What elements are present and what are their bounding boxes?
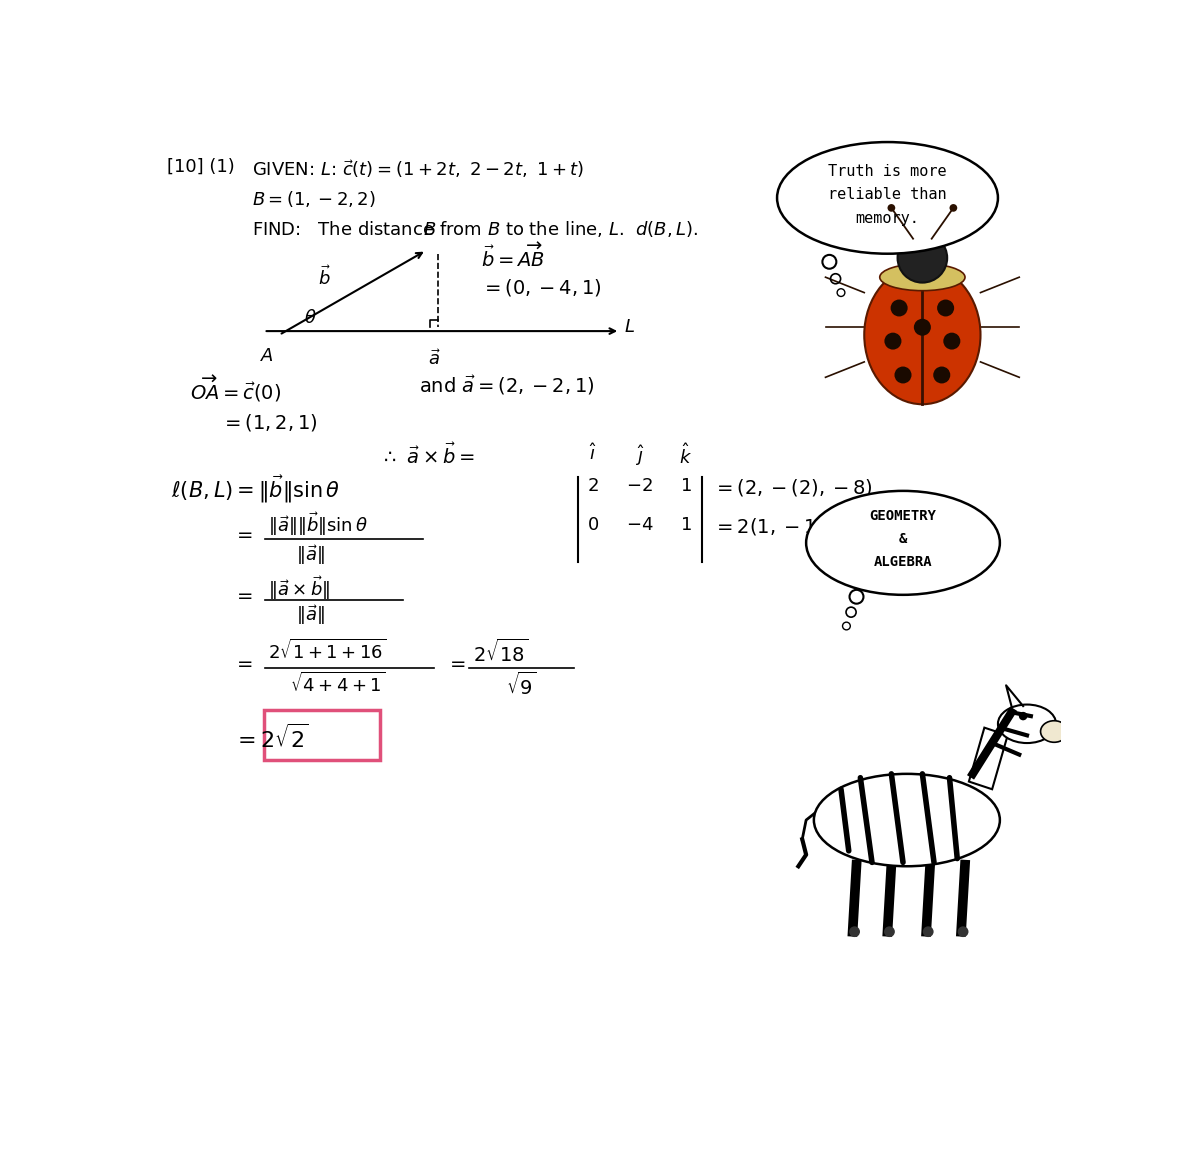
Text: $\sqrt{9}$: $\sqrt{9}$ xyxy=(506,671,536,699)
Text: $\|\vec{a}\|$: $\|\vec{a}\|$ xyxy=(296,603,324,627)
Circle shape xyxy=(923,926,934,937)
Text: $A$: $A$ xyxy=(259,346,274,365)
Text: $\therefore\ \vec{a} \times \vec{b} =$: $\therefore\ \vec{a} \times \vec{b} =$ xyxy=(380,442,475,468)
Polygon shape xyxy=(969,728,1008,789)
Ellipse shape xyxy=(1041,721,1068,743)
Text: $=$: $=$ xyxy=(232,586,252,604)
Text: GEOMETRY
&
ALGEBRA: GEOMETRY & ALGEBRA xyxy=(869,509,936,568)
Ellipse shape xyxy=(806,491,1000,595)
Text: GIVEN: $L$: $\vec{c}(t) = (1 + 2t,\ 2 - 2t,\ 1 + t)$: GIVEN: $L$: $\vec{c}(t) = (1 + 2t,\ 2 - … xyxy=(252,158,585,180)
Text: $= (2, -(2), -8)$: $= (2, -(2), -8)$ xyxy=(713,477,872,499)
Circle shape xyxy=(934,366,950,383)
Circle shape xyxy=(890,299,908,316)
Text: $= (0, -4, 1)$: $= (0, -4, 1)$ xyxy=(481,277,601,298)
Text: $\hat{\imath}$: $\hat{\imath}$ xyxy=(590,442,597,463)
Ellipse shape xyxy=(997,705,1056,743)
Circle shape xyxy=(1019,711,1027,721)
Text: [10] (1): [10] (1) xyxy=(166,158,235,176)
Ellipse shape xyxy=(880,263,964,291)
Text: $\|\vec{a} \times \vec{b}\|$: $\|\vec{a} \times \vec{b}\|$ xyxy=(268,574,330,602)
Text: $\|\vec{a}\|$: $\|\vec{a}\|$ xyxy=(296,543,324,567)
Text: $B$: $B$ xyxy=(422,221,436,239)
Text: $= (1, 2, 1)$: $= (1, 2, 1)$ xyxy=(220,412,317,433)
Ellipse shape xyxy=(777,142,997,254)
Text: FIND:   The distance from $B$ to the line, $L$.  $d(B, L)$.: FIND: The distance from $B$ to the line,… xyxy=(252,219,698,239)
Text: $=$: $=$ xyxy=(232,653,252,672)
Text: $L$: $L$ xyxy=(624,319,635,336)
Circle shape xyxy=(914,319,931,336)
Text: $=$: $=$ xyxy=(232,523,252,543)
Text: and $\vec{a} = (2, -2, 1)$: and $\vec{a} = (2, -2, 1)$ xyxy=(419,373,594,396)
Text: $2\sqrt{18}$: $2\sqrt{18}$ xyxy=(473,639,528,666)
Circle shape xyxy=(937,299,954,316)
Circle shape xyxy=(849,926,859,937)
Text: $\hat{\jmath}$: $\hat{\jmath}$ xyxy=(634,442,645,468)
Circle shape xyxy=(895,366,911,383)
Ellipse shape xyxy=(864,266,981,404)
Text: $\overrightarrow{OA} = \vec{c}(0)$: $\overrightarrow{OA} = \vec{c}(0)$ xyxy=(190,373,282,404)
Text: $1$: $1$ xyxy=(680,477,692,495)
Circle shape xyxy=(949,204,957,211)
Text: Truth is more
reliable than
memory.: Truth is more reliable than memory. xyxy=(828,164,947,225)
Text: $= 2\sqrt{2}$: $= 2\sqrt{2}$ xyxy=(232,724,309,752)
Circle shape xyxy=(884,333,902,350)
Text: $0$: $0$ xyxy=(587,516,599,534)
Circle shape xyxy=(943,333,961,350)
Text: $1$: $1$ xyxy=(680,516,692,534)
Text: $\vec{b} = \overrightarrow{AB}$: $\vec{b} = \overrightarrow{AB}$ xyxy=(481,243,545,271)
Text: $=$: $=$ xyxy=(446,653,466,672)
Text: $\vec{a}$: $\vec{a}$ xyxy=(428,349,441,368)
Text: $-4$: $-4$ xyxy=(626,516,653,534)
Text: $-2$: $-2$ xyxy=(626,477,653,495)
Text: $\sqrt{4+4+1}$: $\sqrt{4+4+1}$ xyxy=(290,671,386,695)
Circle shape xyxy=(884,926,895,937)
Text: $\theta$: $\theta$ xyxy=(304,310,316,327)
Circle shape xyxy=(957,926,968,937)
Text: $2$: $2$ xyxy=(587,477,599,495)
Ellipse shape xyxy=(814,774,1000,866)
Text: $\|\vec{a}\|\|\vec{b}\| \sin\theta$: $\|\vec{a}\|\|\vec{b}\| \sin\theta$ xyxy=(268,511,368,538)
Circle shape xyxy=(897,233,947,283)
Text: $= 2(1, -1, -4)$: $= 2(1, -1, -4)$ xyxy=(713,516,870,537)
Text: $\ell(B, L) = \|\vec{b}\| \sin\theta$: $\ell(B, L) = \|\vec{b}\| \sin\theta$ xyxy=(171,474,340,506)
Text: $\hat{k}$: $\hat{k}$ xyxy=(679,442,692,468)
Text: $B = (1, -2, 2)$: $B = (1, -2, 2)$ xyxy=(252,188,376,209)
Text: $2\sqrt{1+1+16}$: $2\sqrt{1+1+16}$ xyxy=(268,639,386,663)
Circle shape xyxy=(888,204,895,211)
Text: $\vec{b}$: $\vec{b}$ xyxy=(318,266,331,289)
